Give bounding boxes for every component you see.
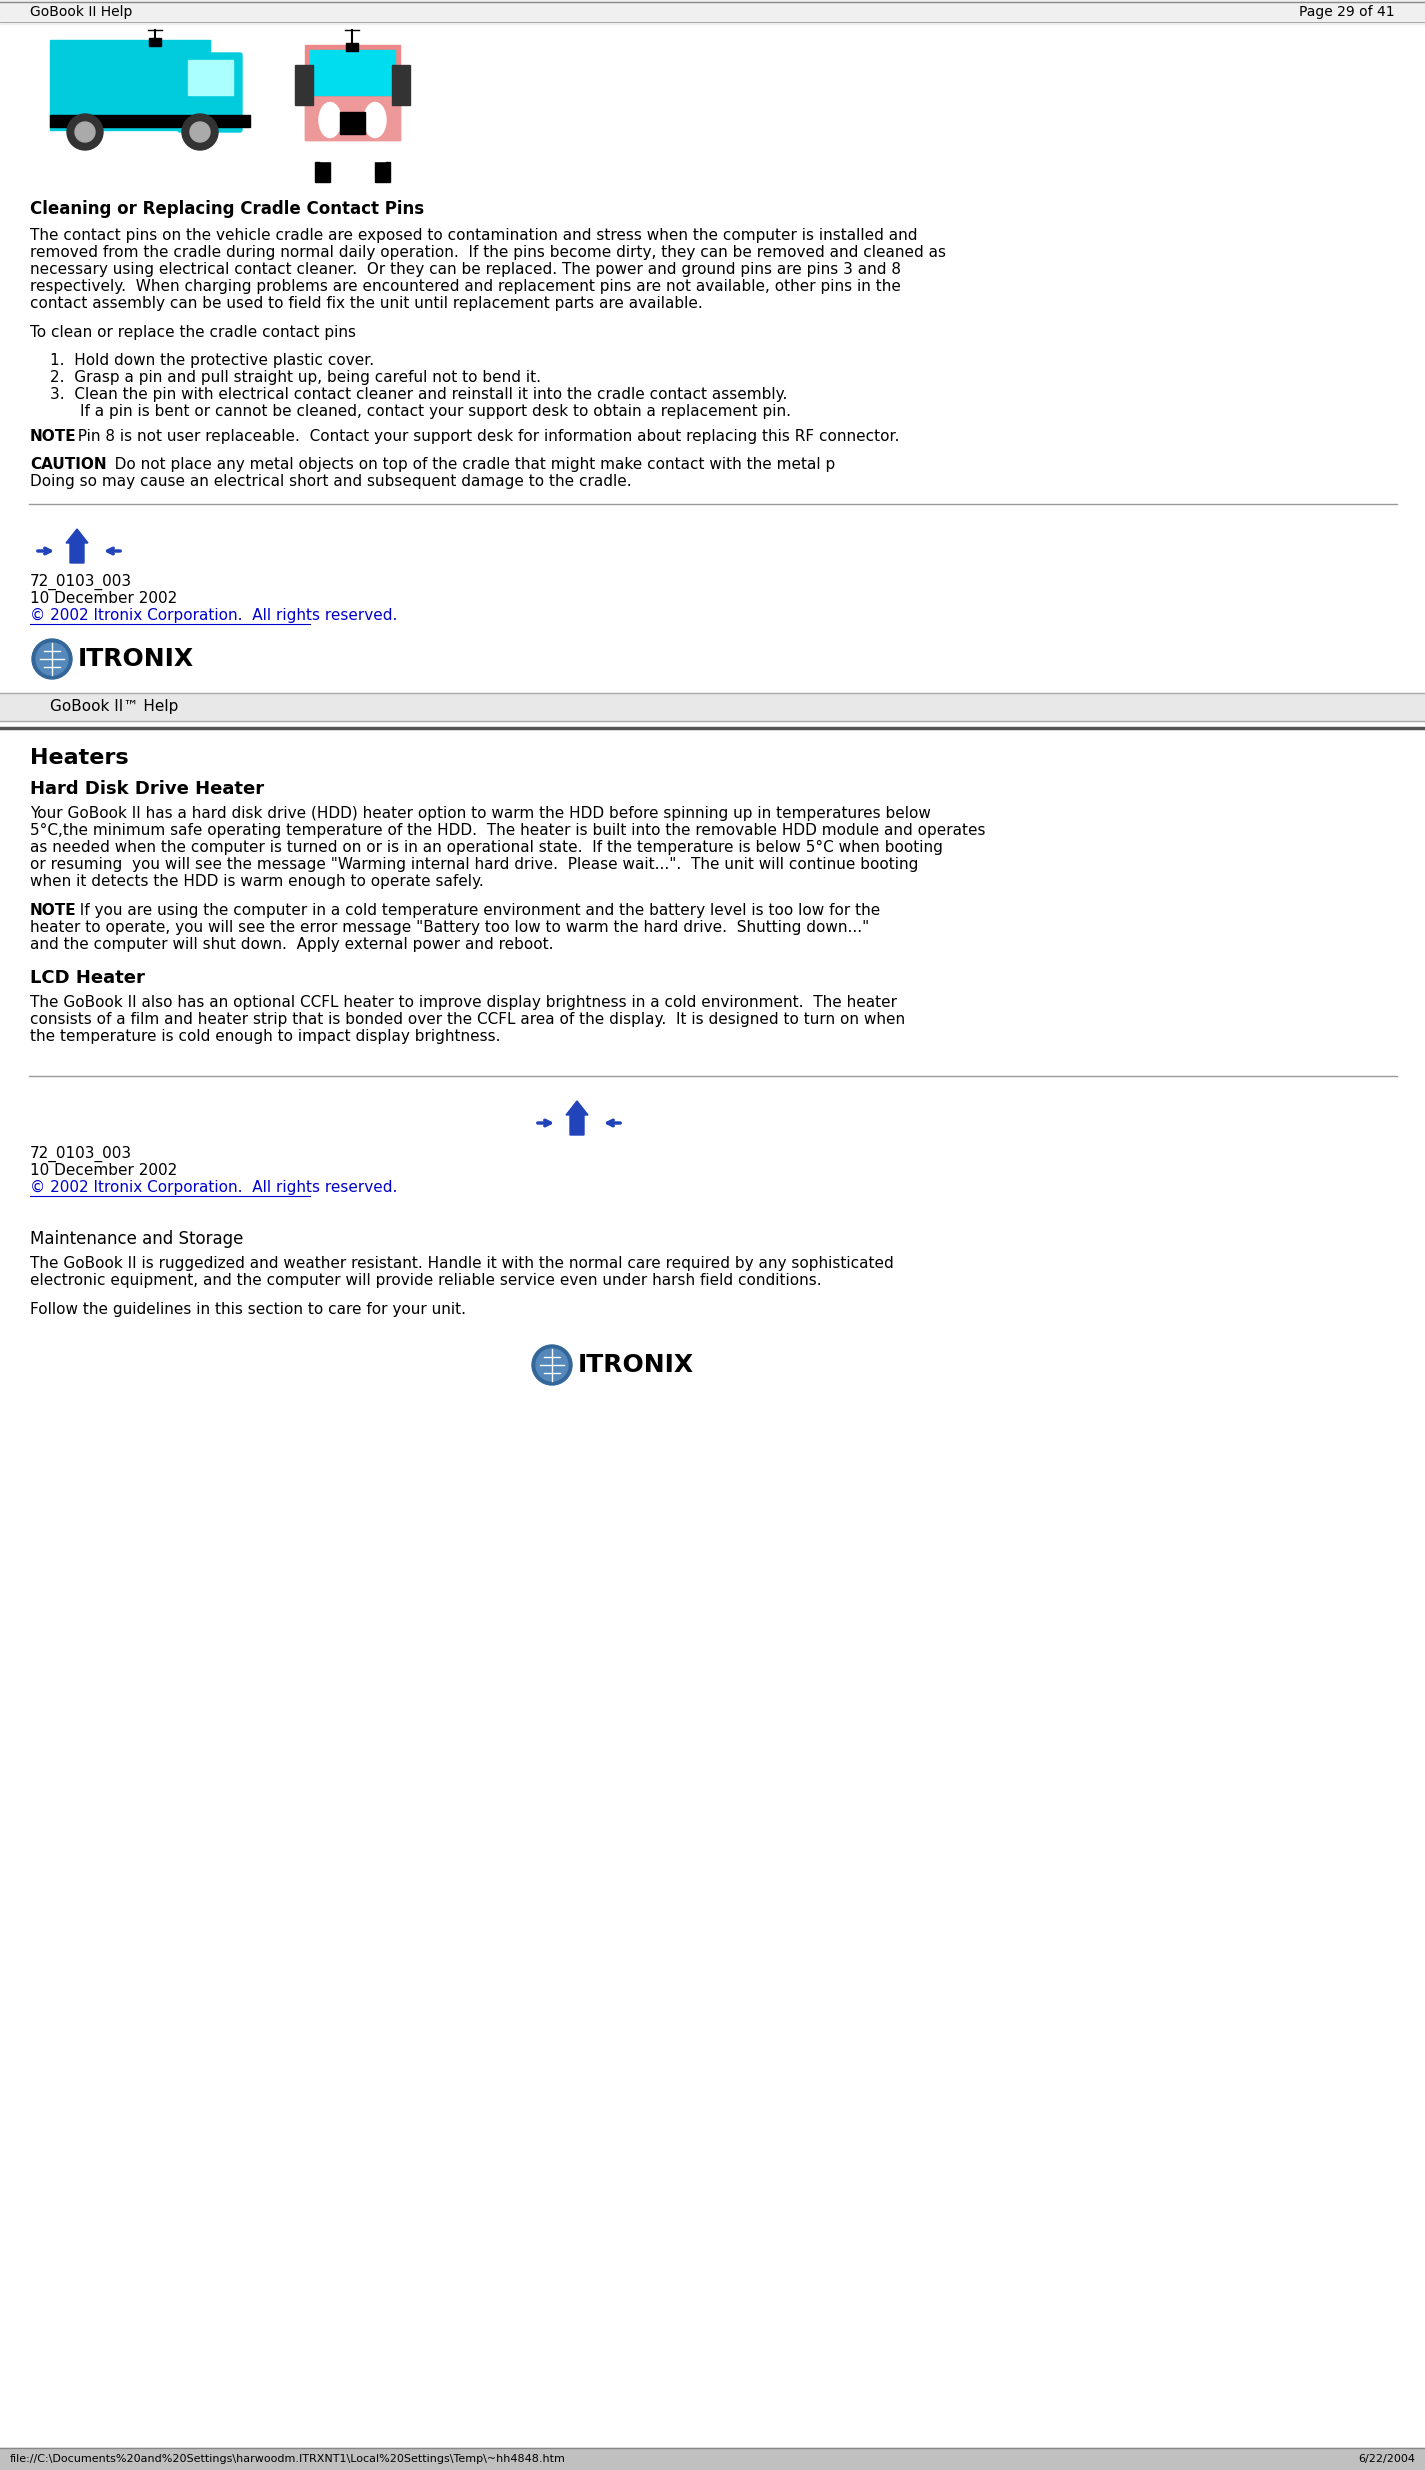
Text: 1.  Hold down the protective plastic cover.: 1. Hold down the protective plastic cove… [50,353,375,368]
Bar [375,163,390,183]
FancyArrow shape [66,529,88,563]
Circle shape [36,642,68,674]
Bar [50,40,209,131]
Bar [188,59,234,94]
Ellipse shape [319,101,341,138]
FancyArrow shape [566,1102,589,1136]
Bar [341,111,365,133]
Bar [311,49,395,94]
Text: 72_0103_003: 72_0103_003 [30,1146,133,1163]
Text: GoBook II™ Help: GoBook II™ Help [50,699,178,714]
Ellipse shape [363,101,386,138]
Text: LCD Heater: LCD Heater [30,968,145,988]
Text: 10 December 2002: 10 December 2002 [30,590,177,605]
Text: removed from the cradle during normal daily operation.  If the pins become dirty: removed from the cradle during normal da… [30,245,946,259]
Text: Do not place any metal objects on top of the cradle that might make contact with: Do not place any metal objects on top of… [100,457,835,472]
Circle shape [76,121,95,141]
Text: The contact pins on the vehicle cradle are exposed to contamination and stress w: The contact pins on the vehicle cradle a… [30,227,918,242]
Text: the temperature is cold enough to impact display brightness.: the temperature is cold enough to impact… [30,1030,500,1045]
Bar [0,694,1425,721]
Text: Maintenance and Storage: Maintenance and Storage [30,1230,244,1247]
Text: The GoBook II is ruggedized and weather resistant. Handle it with the normal car: The GoBook II is ruggedized and weather … [30,1257,893,1272]
Text: The GoBook II also has an optional CCFL heater to improve display brightness in : The GoBook II also has an optional CCFL … [30,995,896,1010]
Bar [305,96,400,141]
Bar [150,37,161,47]
Text: 2.  Grasp a pin and pull straight up, being careful not to bend it.: 2. Grasp a pin and pull straight up, bei… [50,370,542,385]
Text: electronic equipment, and the computer will provide reliable service even under : electronic equipment, and the computer w… [30,1272,822,1287]
Text: file://C:\Documents%20and%20Settings\harwoodm.ITRXNT1\Local%20Settings\Temp\~hh4: file://C:\Documents%20and%20Settings\har… [10,2455,566,2465]
Bar [321,143,385,161]
Text: as needed when the computer is turned on or is in an operational state.  If the : as needed when the computer is turned on… [30,840,943,855]
Bar [315,163,331,183]
Text: GoBook II Help: GoBook II Help [30,5,133,20]
Bar [392,64,410,106]
Circle shape [532,1346,571,1386]
Text: or resuming  you will see the message "Warming internal hard drive.  Please wait: or resuming you will see the message "Wa… [30,857,918,872]
Text: necessary using electrical contact cleaner.  Or they can be replaced. The power : necessary using electrical contact clean… [30,262,901,277]
Text: 10 December 2002: 10 December 2002 [30,1163,177,1178]
Text: Doing so may cause an electrical short and subsequent damage to the cradle.: Doing so may cause an electrical short a… [30,474,631,489]
Text: 5°C,the minimum safe operating temperature of the HDD.  The heater is built into: 5°C,the minimum safe operating temperatu… [30,823,986,837]
Text: heater to operate, you will see the error message "Battery too low to warm the h: heater to operate, you will see the erro… [30,919,869,936]
Text: respectively.  When charging problems are encountered and replacement pins are n: respectively. When charging problems are… [30,279,901,294]
Text: Hard Disk Drive Heater: Hard Disk Drive Heater [30,781,264,798]
Text: If a pin is bent or cannot be cleaned, contact your support desk to obtain a rep: If a pin is bent or cannot be cleaned, c… [80,405,791,420]
Text: If you are using the computer in a cold temperature environment and the battery : If you are using the computer in a cold … [70,904,881,919]
Text: NOTE: NOTE [30,430,77,445]
Text: Page 29 of 41: Page 29 of 41 [1300,5,1395,20]
Text: © 2002 Itronix Corporation.  All rights reserved.: © 2002 Itronix Corporation. All rights r… [30,608,398,622]
Text: consists of a film and heater strip that is bonded over the CCFL area of the dis: consists of a film and heater strip that… [30,1013,905,1028]
Text: when it detects the HDD is warm enough to operate safely.: when it detects the HDD is warm enough t… [30,874,483,889]
Text: © 2002 Itronix Corporation.  All rights reserved.: © 2002 Itronix Corporation. All rights r… [30,1181,398,1195]
Text: 6/22/2004: 6/22/2004 [1358,2455,1415,2465]
Text: Your GoBook II has a hard disk drive (HDD) heater option to warm the HDD before : Your GoBook II has a hard disk drive (HD… [30,805,931,820]
Text: CAUTION: CAUTION [30,457,107,472]
Circle shape [67,114,103,151]
Circle shape [182,114,218,151]
Text: Pin 8 is not user replaceable.  Contact your support desk for information about : Pin 8 is not user replaceable. Contact y… [68,430,899,445]
Text: contact assembly can be used to field fix the unit until replacement parts are a: contact assembly can be used to field fi… [30,296,703,311]
Text: 3.  Clean the pin with electrical contact cleaner and reinstall it into the crad: 3. Clean the pin with electrical contact… [50,388,788,403]
Text: Heaters: Heaters [30,748,128,768]
Bar [346,42,358,52]
Bar [295,64,314,106]
Circle shape [31,640,73,679]
Text: and the computer will shut down.  Apply external power and reboot.: and the computer will shut down. Apply e… [30,936,553,951]
Text: To clean or replace the cradle contact pins: To clean or replace the cradle contact p… [30,326,356,341]
Text: Cleaning or Replacing Cradle Contact Pins: Cleaning or Replacing Cradle Contact Pin… [30,200,425,217]
Circle shape [190,121,209,141]
Text: ITRONIX: ITRONIX [78,647,194,672]
Text: ITRONIX: ITRONIX [579,1354,694,1376]
Circle shape [536,1349,569,1381]
Text: NOTE: NOTE [30,904,77,919]
Bar [305,44,400,141]
FancyBboxPatch shape [178,52,242,131]
Text: 72_0103_003: 72_0103_003 [30,573,133,590]
Bar [50,116,249,126]
Bar [0,2448,1425,2470]
Bar [0,0,1425,25]
Text: Follow the guidelines in this section to care for your unit.: Follow the guidelines in this section to… [30,1302,466,1317]
